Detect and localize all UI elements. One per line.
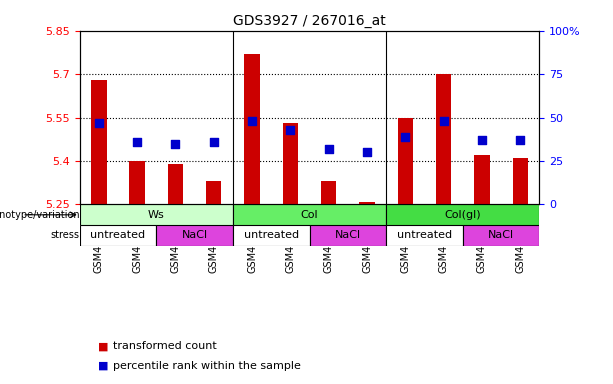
Point [362,149,372,156]
Text: genotype/variation: genotype/variation [0,210,80,220]
Text: untreated: untreated [91,230,145,240]
Point [170,141,180,147]
Text: ■: ■ [98,341,109,351]
Bar [129,161,145,205]
Point [400,134,410,140]
Text: stress: stress [51,230,80,240]
Text: Col(gl): Col(gl) [444,210,481,220]
Point [516,137,525,143]
Bar [359,202,375,205]
Text: untreated: untreated [244,230,299,240]
FancyBboxPatch shape [156,225,233,246]
Text: NaCl: NaCl [488,230,514,240]
Bar [436,74,451,205]
FancyBboxPatch shape [386,205,539,225]
Bar [398,118,413,205]
Text: Ws: Ws [148,210,165,220]
FancyBboxPatch shape [386,225,463,246]
Point [94,120,104,126]
Point [439,118,449,124]
Text: NaCl: NaCl [335,230,361,240]
FancyBboxPatch shape [233,225,310,246]
Text: NaCl: NaCl [181,230,208,240]
Point [477,137,487,143]
FancyBboxPatch shape [310,225,386,246]
FancyBboxPatch shape [80,225,156,246]
Bar [91,80,107,205]
Bar [321,181,337,205]
Point [247,118,257,124]
Bar [474,155,490,205]
Text: untreated: untreated [397,230,452,240]
Point [132,139,142,145]
FancyBboxPatch shape [463,225,539,246]
Text: ■: ■ [98,361,109,371]
Bar [512,158,528,205]
Title: GDS3927 / 267016_at: GDS3927 / 267016_at [233,14,386,28]
Point [286,127,295,133]
Text: transformed count: transformed count [113,341,217,351]
Bar [283,123,298,205]
Text: percentile rank within the sample: percentile rank within the sample [113,361,301,371]
Bar [206,181,221,205]
FancyBboxPatch shape [80,205,233,225]
Bar [168,164,183,205]
Point [209,139,219,145]
FancyBboxPatch shape [233,205,386,225]
Point [324,146,333,152]
Bar [245,54,260,205]
Text: Col: Col [301,210,318,220]
